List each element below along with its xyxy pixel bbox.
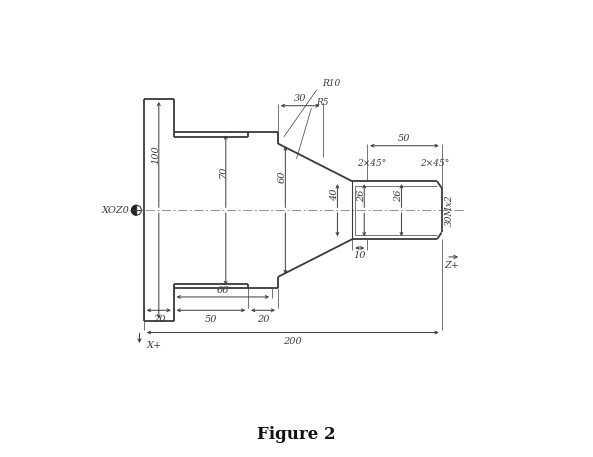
Text: 66: 66 <box>216 287 229 295</box>
Text: Figure 2: Figure 2 <box>257 426 336 443</box>
Text: 30: 30 <box>294 94 307 103</box>
Text: 2×45°: 2×45° <box>420 159 449 168</box>
Text: R5: R5 <box>316 98 329 107</box>
Text: 70: 70 <box>218 165 228 178</box>
Text: Z+: Z+ <box>445 261 460 271</box>
Text: R10: R10 <box>322 80 340 88</box>
Text: 50: 50 <box>398 134 411 143</box>
Text: 2×45°: 2×45° <box>357 159 386 168</box>
Text: XOZ0: XOZ0 <box>101 206 129 215</box>
Text: 26: 26 <box>358 190 366 202</box>
Text: 10: 10 <box>353 251 366 260</box>
Text: 50: 50 <box>205 315 217 324</box>
Text: 100: 100 <box>151 145 161 164</box>
Text: 40: 40 <box>330 188 339 201</box>
Text: 200: 200 <box>283 337 302 346</box>
Text: 30Mx2: 30Mx2 <box>445 194 454 226</box>
Text: 60: 60 <box>278 170 287 183</box>
Text: 20: 20 <box>152 315 165 324</box>
Polygon shape <box>132 205 136 215</box>
Text: 26: 26 <box>394 190 403 202</box>
Text: X+: X+ <box>147 341 162 351</box>
Text: 20: 20 <box>257 315 269 324</box>
